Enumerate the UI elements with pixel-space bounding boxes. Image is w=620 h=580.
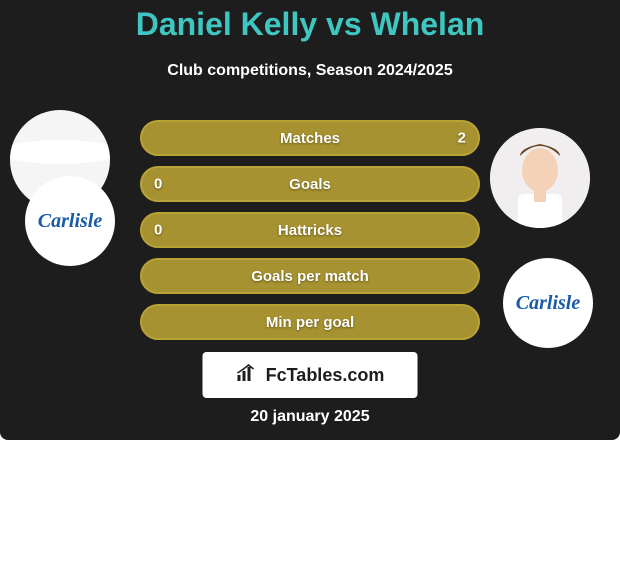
date-label: 20 january 2025 <box>0 408 620 426</box>
club-right-badge: Carlisle <box>503 258 593 348</box>
stat-row: Matches 2 <box>140 120 480 156</box>
stat-label: Goals per match <box>251 268 369 285</box>
watermark-text: FcTables.com <box>266 365 385 386</box>
stat-row: 0 Goals <box>140 166 480 202</box>
stat-right-value: 2 <box>458 130 466 147</box>
club-left-name: Carlisle <box>38 210 102 233</box>
club-left-badge: Carlisle <box>25 176 115 266</box>
club-right-name: Carlisle <box>516 292 580 315</box>
stat-left-value: 0 <box>154 222 162 239</box>
chart-icon <box>236 363 262 388</box>
stat-left-value: 0 <box>154 176 162 193</box>
stat-label: Min per goal <box>266 314 354 331</box>
stat-row: Goals per match <box>140 258 480 294</box>
page-title: Daniel Kelly vs Whelan <box>0 6 620 43</box>
stat-label: Goals <box>289 176 331 193</box>
stat-row: 0 Hattricks <box>140 212 480 248</box>
stat-label: Matches <box>280 130 340 147</box>
stat-label: Hattricks <box>278 222 342 239</box>
stat-row: Min per goal <box>140 304 480 340</box>
player-right-avatar <box>490 128 590 228</box>
stats-bars: Matches 2 0 Goals 0 Hattricks Goals per … <box>140 120 480 350</box>
watermark: FcTables.com <box>203 352 418 398</box>
page-subtitle: Club competitions, Season 2024/2025 <box>0 62 620 80</box>
